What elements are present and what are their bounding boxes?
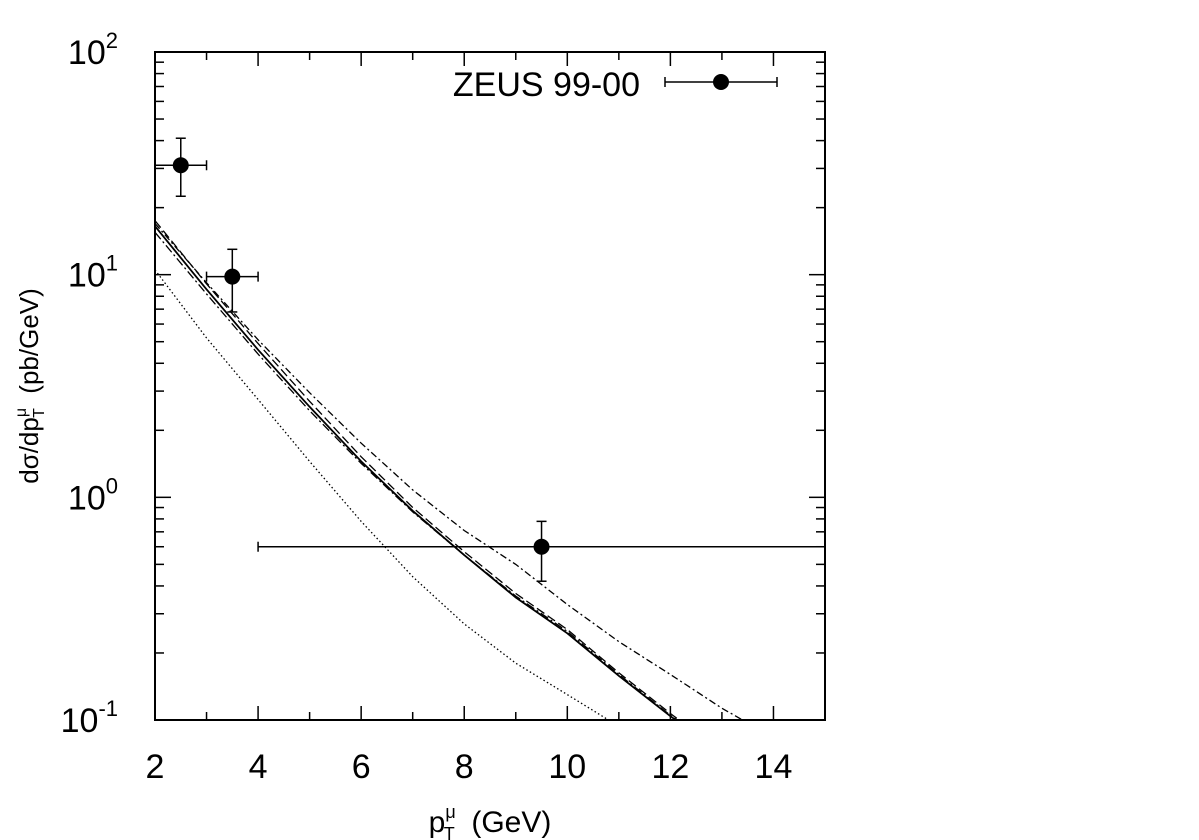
- y-axis-title: dσ/dpμT (pb/GeV): [13, 288, 48, 484]
- x-tick-label: 8: [455, 748, 474, 786]
- data-marker: [533, 538, 550, 555]
- curve-dashed: [155, 220, 681, 720]
- data-marker: [224, 268, 241, 285]
- x-axis-title: pμ T (GeV): [429, 802, 552, 840]
- y-tick-base: 10: [68, 257, 106, 295]
- x-tick-label: 14: [755, 748, 793, 786]
- data-point: [205, 248, 259, 313]
- theory-curves: [155, 220, 743, 720]
- data-marker: [172, 157, 189, 174]
- x-tick-label: 2: [146, 748, 165, 786]
- x-tick-label: 4: [249, 748, 268, 786]
- y-tick-exponent: 0: [106, 473, 118, 498]
- x-axis-title-unit: (GeV): [455, 806, 552, 839]
- data-points: [154, 137, 826, 582]
- x-tick-label: 6: [352, 748, 371, 786]
- y-tick-exponent: -1: [98, 696, 118, 721]
- curve-dash-dot-upper: [155, 222, 743, 720]
- legend-label: ZEUS 99-00: [453, 66, 640, 104]
- y-axis-title-sup: μ: [13, 408, 30, 417]
- x-tick-label: 10: [548, 748, 586, 786]
- x-axis-title-base: p: [429, 806, 446, 839]
- y-tick-label: 101: [68, 251, 118, 295]
- legend: ZEUS 99-00: [453, 66, 778, 104]
- y-tick-label: 102: [68, 28, 118, 72]
- y-axis-title-base: dσ/dp: [14, 417, 44, 484]
- y-axis-title-unit: (pb/GeV): [14, 288, 44, 408]
- data-point: [154, 137, 208, 197]
- y-tick-base: 10: [68, 479, 106, 517]
- y-tick-label: 100: [68, 473, 118, 517]
- curve-solid: [155, 225, 678, 720]
- axis-ticks: [154, 52, 826, 721]
- curve-dotted: [155, 269, 609, 720]
- data-point: [257, 520, 826, 582]
- axis-titles: pμ T (GeV)dσ/dpμT (pb/GeV): [13, 288, 551, 840]
- x-axis-title-sup: μ: [445, 802, 455, 822]
- y-tick-base: 10: [68, 34, 106, 72]
- y-axis-title-sub: T: [31, 408, 48, 418]
- y-tick-exponent: 1: [106, 251, 118, 276]
- legend-marker: [713, 74, 729, 90]
- x-axis-title-sub: T: [444, 824, 455, 840]
- y-tick-label: 10-1: [61, 696, 118, 740]
- y-tick-exponent: 2: [106, 28, 118, 53]
- curve-dash-dot: [155, 231, 679, 720]
- x-tick-label: 12: [651, 748, 689, 786]
- plot-frame: [154, 51, 826, 721]
- y-tick-base: 10: [61, 702, 99, 740]
